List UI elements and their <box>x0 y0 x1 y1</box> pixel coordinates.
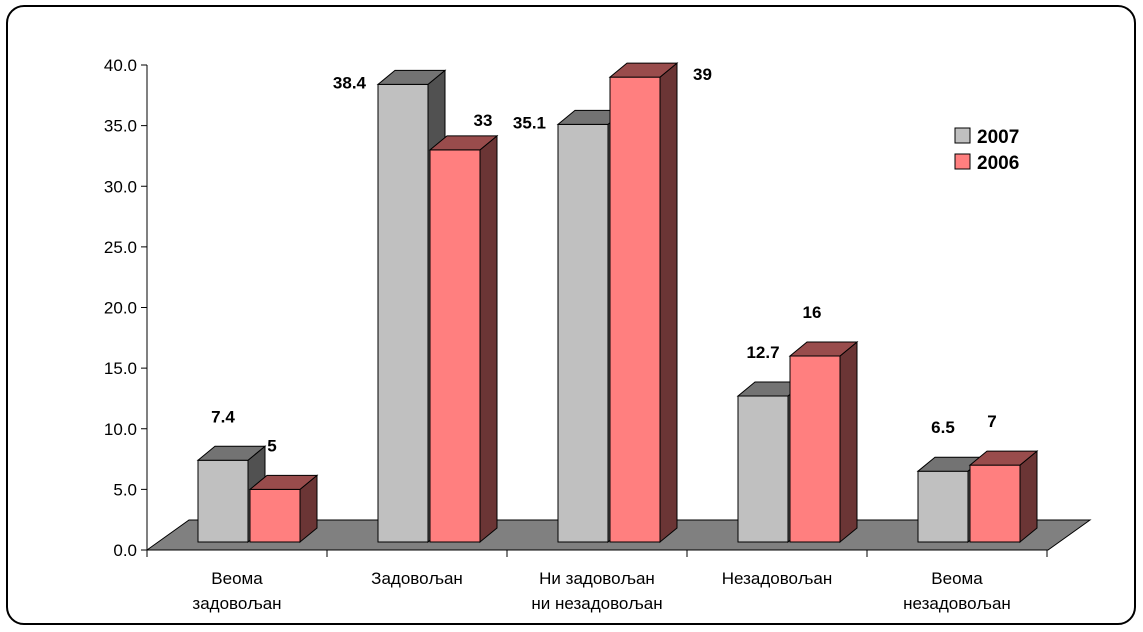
bar-front <box>917 470 969 543</box>
legend-swatch <box>954 127 971 144</box>
data-label: 6.5 <box>931 418 955 437</box>
data-label: 39 <box>693 65 712 84</box>
bar-side <box>839 340 858 544</box>
bar-top <box>968 450 1039 466</box>
y-axis: 0.0 5.0 10.0 15.0 20.0 25.0 30.0 35.0 40.0 <box>104 56 1048 560</box>
data-label: 7 <box>987 412 996 431</box>
y-tick-label: 20.0 <box>104 299 137 318</box>
category-label: ни незадовољан <box>531 594 662 613</box>
data-label: 33 <box>474 111 493 130</box>
category-label: Незадовољан <box>722 569 833 588</box>
y-tick-label: 15.0 <box>104 359 137 378</box>
y-tick-label: 10.0 <box>104 420 137 439</box>
bar-front <box>737 395 789 543</box>
legend: 2007 2006 <box>954 127 1019 174</box>
bar-side <box>479 134 498 544</box>
data-label: 7.4 <box>211 407 235 426</box>
bar-top <box>788 341 859 357</box>
bar-front <box>969 464 1021 543</box>
y-tick-label: 40.0 <box>104 56 137 75</box>
data-label: 5 <box>267 436 276 455</box>
bar-top <box>376 69 447 85</box>
bar-front <box>249 488 301 543</box>
bar-top <box>428 135 499 151</box>
legend-label: 2006 <box>977 153 1019 174</box>
data-label: 35.1 <box>513 113 546 132</box>
y-tick-label: 0.0 <box>113 541 137 560</box>
x-axis-labels: Веома задовољан Задовољан Ни задовољан ни не… <box>192 569 1010 613</box>
y-tick-label: 5.0 <box>113 480 137 499</box>
category-label: задовољан <box>192 594 281 613</box>
bar-front <box>789 355 841 543</box>
bars <box>196 62 1039 544</box>
y-tick-label: 35.0 <box>104 117 137 136</box>
y-tick-label: 30.0 <box>104 177 137 196</box>
bar-front <box>429 149 481 543</box>
bar-side <box>1019 450 1038 544</box>
bar-front <box>557 123 609 543</box>
bar-top <box>248 474 319 490</box>
category-label: Ни задовољан <box>539 569 655 588</box>
bar-top <box>608 62 679 78</box>
data-labels: 7.4 5 38.4 33 35.1 39 12.7 16 6.5 7 <box>211 65 997 455</box>
data-label: 16 <box>803 303 822 322</box>
bar-front <box>609 76 661 543</box>
legend-label: 2007 <box>977 127 1019 148</box>
category-label: Веома <box>931 569 983 588</box>
data-label: 38.4 <box>333 73 367 92</box>
category-label: незадовољан <box>903 594 1011 613</box>
bar-front <box>377 83 429 543</box>
legend-swatch <box>954 153 971 170</box>
category-label: Веома <box>211 569 263 588</box>
bar-top <box>196 445 267 461</box>
bar-front <box>197 459 249 543</box>
data-label: 12.7 <box>746 343 779 362</box>
bar-side <box>659 62 678 544</box>
y-tick-label: 25.0 <box>104 238 137 257</box>
category-label: Задовољан <box>371 569 463 588</box>
